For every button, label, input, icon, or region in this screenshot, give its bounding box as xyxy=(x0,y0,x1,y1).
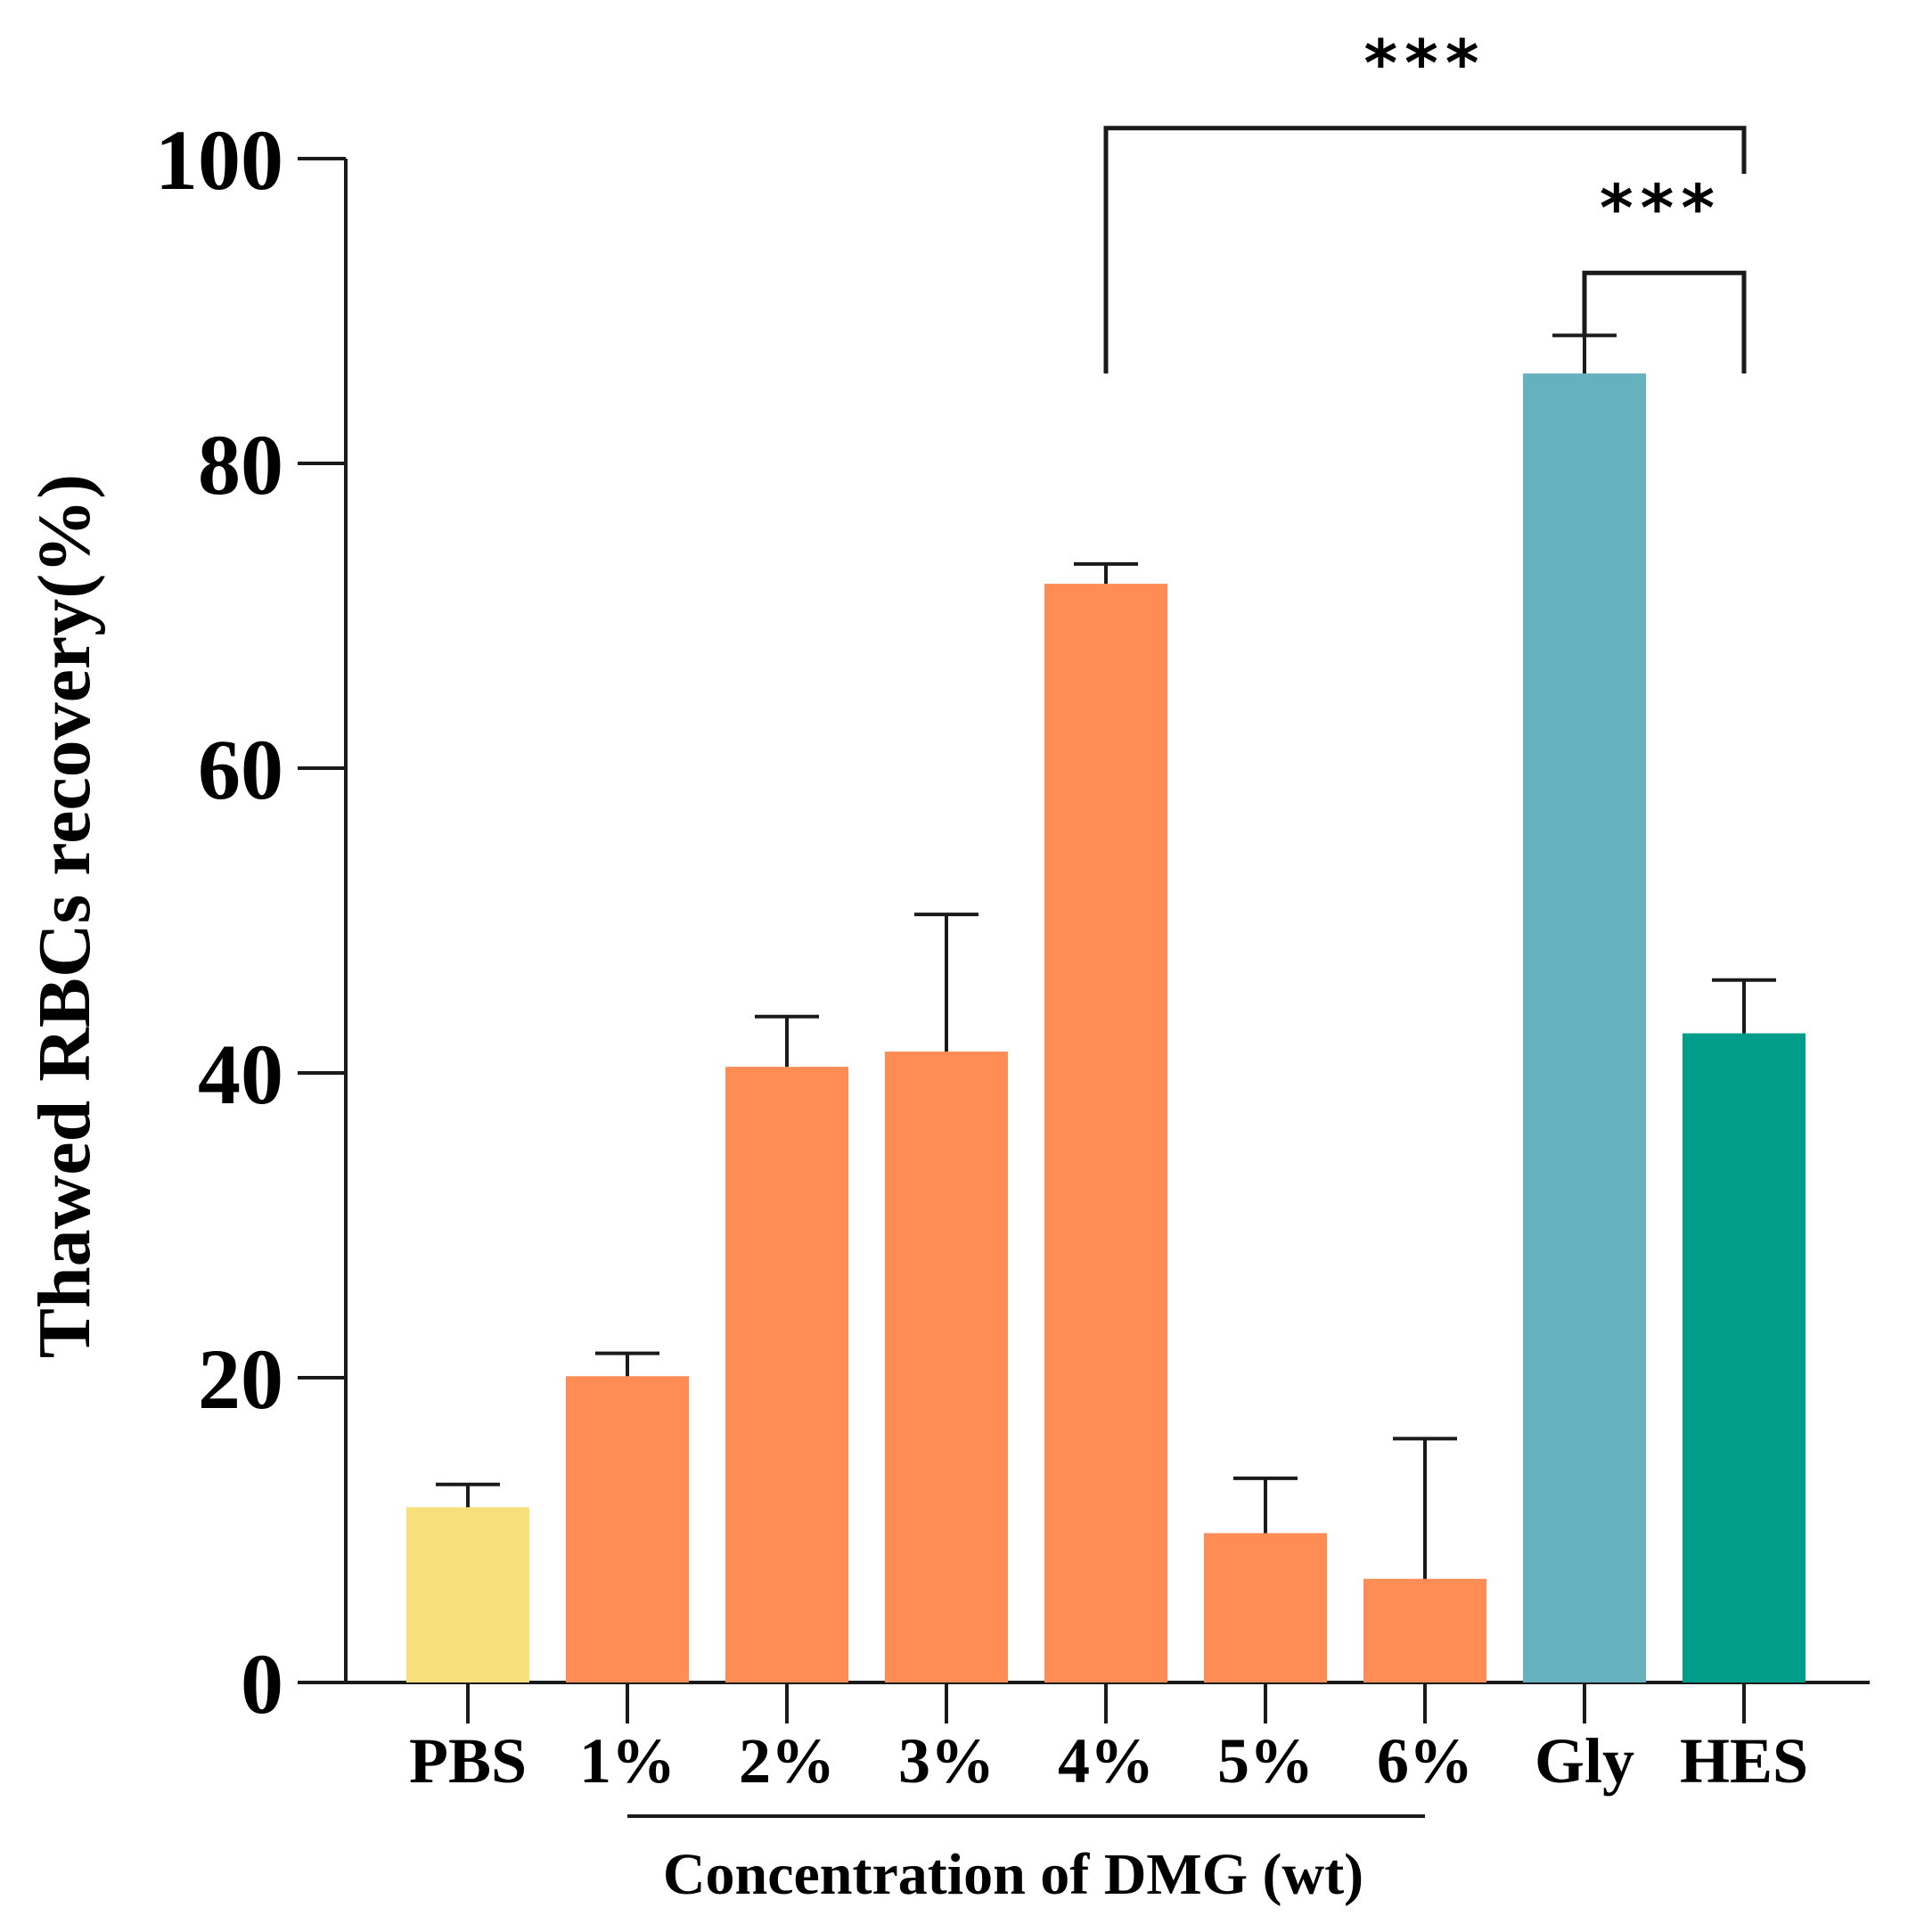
category-label-1%: 1% xyxy=(579,1725,676,1797)
bar-2% xyxy=(725,1067,848,1682)
category-label-2%: 2% xyxy=(739,1725,835,1797)
bar-1% xyxy=(566,1376,689,1682)
y-tick-label: 60 xyxy=(198,722,283,817)
category-label-3%: 3% xyxy=(898,1725,995,1797)
bar-Gly xyxy=(1523,373,1646,1682)
category-label-5%: 5% xyxy=(1217,1725,1314,1797)
significance-layer: *** *** xyxy=(1103,26,1747,374)
bar-6% xyxy=(1363,1578,1486,1682)
y-tick-label: 20 xyxy=(198,1331,283,1427)
category-label-4%: 4% xyxy=(1058,1725,1154,1797)
significance-bracket-2 xyxy=(1582,270,1747,374)
bar-HES xyxy=(1683,1033,1805,1682)
bar-4% xyxy=(1044,584,1167,1682)
significance-bracket-1 xyxy=(1103,126,1747,374)
y-tick-label: 40 xyxy=(198,1027,283,1122)
category-label-HES: HES xyxy=(1680,1725,1808,1797)
category-label-Gly: Gly xyxy=(1535,1725,1634,1797)
significance-label-1: *** xyxy=(1364,26,1486,101)
bars-layer xyxy=(406,373,1805,1682)
y-tick-label: 100 xyxy=(155,112,283,208)
labels-layer: 0 20 40 60 80 100 PBS 1% 2% 3% 4% 5% 6% Gly HES xyxy=(155,112,1808,1797)
bar-PBS xyxy=(406,1507,529,1682)
y-tick-label: 0 xyxy=(241,1636,283,1731)
category-label-PBS: PBS xyxy=(409,1725,527,1797)
y-tick-label: 80 xyxy=(198,417,283,512)
bar-3% xyxy=(885,1052,1008,1682)
y-axis-title: Thawed RBCs recovery(%) xyxy=(23,474,106,1358)
category-label-6%: 6% xyxy=(1377,1725,1473,1797)
significance-label-2: *** xyxy=(1600,170,1722,245)
bar-5% xyxy=(1204,1533,1327,1682)
group-label: Concentration of DMG (wt) xyxy=(663,1842,1363,1907)
